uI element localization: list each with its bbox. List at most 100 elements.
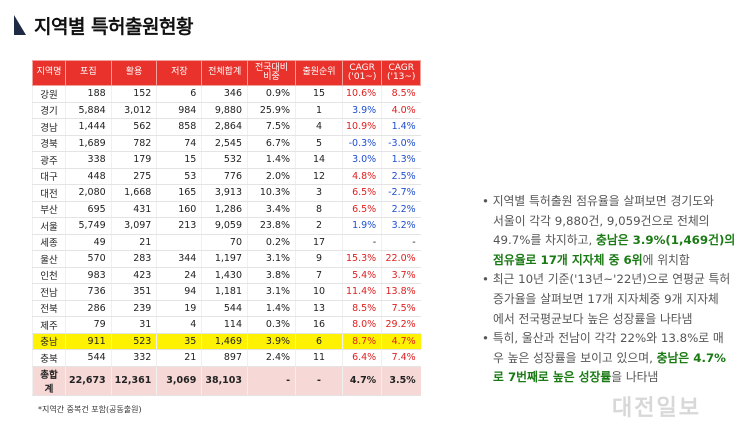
- table-cell: 25.9%: [247, 102, 296, 119]
- table-cell: 21: [110, 234, 157, 251]
- summary-line: 우 높은 성장률을 보이고 있으며, 충남은 4.7%: [482, 349, 745, 369]
- table-cell: 858: [156, 118, 202, 136]
- column-header: 전체합계: [201, 60, 249, 86]
- table-cell: 782: [110, 135, 157, 152]
- body-text: 을 나타냄: [611, 370, 659, 385]
- table-row: 충북 544 332 21 897 2.4% 11 6.4% 7.4%: [32, 349, 421, 367]
- table-cell: 239: [110, 300, 157, 317]
- column-header: CAGR ('01~): [342, 60, 383, 86]
- table-cell: 광주: [32, 151, 66, 169]
- table-cell: 53: [156, 168, 202, 185]
- table-cell: -0.3%: [342, 135, 382, 152]
- table-cell: 8.5%: [342, 300, 382, 317]
- table-cell: 736: [65, 283, 112, 301]
- table-row: 대구 448 275 53 776 2.0% 12 4.8% 2.5%: [32, 168, 421, 185]
- table-cell: 대구: [32, 168, 66, 185]
- table-cell: 5,749: [65, 217, 112, 235]
- table-cell: 423: [110, 267, 157, 284]
- table-cell: 38,103: [201, 365, 248, 396]
- table-cell: -: [381, 234, 421, 251]
- table-cell: 523: [110, 333, 157, 350]
- table-cell: 4.0%: [381, 102, 421, 119]
- highlight-text: 충남은 3.9%(1,469건)의: [596, 233, 736, 248]
- table-cell: 332: [110, 349, 157, 367]
- table-row: 경북 1,689 782 74 2,545 6.7% 5 -0.3% -3.0%: [32, 135, 421, 152]
- table-cell: 21: [156, 349, 202, 367]
- table-cell: 286: [65, 300, 112, 317]
- table-cell: 897: [201, 349, 248, 367]
- table-cell: 3,097: [110, 217, 157, 235]
- table-cell: 총합계: [32, 365, 66, 396]
- table-cell: 충북: [32, 349, 66, 367]
- table-cell: 24: [156, 267, 202, 284]
- table-row: 서울 5,749 3,097 213 9,059 23.8% 2 1.9% 3.2%: [32, 217, 421, 235]
- table-cell: -: [342, 234, 382, 251]
- table-cell: 6.4%: [342, 349, 382, 367]
- column-header: 저장: [156, 60, 203, 86]
- summary-line: 증가율을 살펴보면 17개 지자체중 9개 지자체: [482, 290, 745, 310]
- table-cell: 114: [201, 316, 248, 334]
- table-row: 울산 570 283 344 1,197 3.1% 9 15.3% 22.0%: [32, 250, 421, 268]
- table-cell: 6: [156, 85, 202, 103]
- body-text: • 특히, 울산과 전남이 각각 22%와 13.8%로 매: [482, 331, 724, 346]
- table-row: 경남 1,444 562 858 2,864 7.5% 4 10.9% 1.4%: [32, 118, 421, 136]
- table-cell: 3,913: [201, 184, 248, 202]
- table-cell: 31: [110, 316, 157, 334]
- table-cell: 17: [295, 234, 343, 251]
- table-cell: 0.2%: [247, 234, 296, 251]
- table-cell: 79: [65, 316, 112, 334]
- table-cell: 2,080: [65, 184, 112, 202]
- table-cell: 4.7%: [381, 333, 421, 350]
- column-header: 출원순위: [295, 60, 344, 86]
- table-cell: 2: [295, 217, 343, 235]
- table-cell: 275: [110, 168, 157, 185]
- table-cell: 0.3%: [247, 316, 296, 334]
- table-cell: 695: [65, 201, 112, 218]
- table-cell: 3: [295, 184, 343, 202]
- table-cell: [156, 234, 202, 251]
- table-cell: 19: [156, 300, 202, 317]
- table-cell: 9: [295, 250, 343, 268]
- table-cell: -2.7%: [381, 184, 421, 202]
- table-cell: 22,673: [65, 365, 112, 396]
- table-cell: 8.5%: [381, 85, 421, 103]
- table-cell: 2,864: [201, 118, 248, 136]
- table-cell: 경남: [32, 118, 66, 136]
- total-row: 총합계 22,673 12,361 3,069 38,103- -4.7% 3.5%: [32, 365, 421, 396]
- summary-line: • 특히, 울산과 전남이 각각 22%와 13.8%로 매: [482, 329, 745, 349]
- table-cell: 7.4%: [381, 349, 421, 367]
- summary-line: 에서 전국평균보다 높은 성장률을 나타냄: [482, 310, 745, 330]
- table-cell: 49: [65, 234, 112, 251]
- table-cell: -3.0%: [381, 135, 421, 152]
- body-text: • 지역별 특허출원 점유율을 살펴보면 경기도와: [482, 194, 714, 208]
- table-cell: 3.1%: [247, 283, 296, 301]
- highlight-text: 점유율로 17개 지자체 중 6위: [493, 252, 643, 267]
- table-cell: 10.3%: [247, 184, 296, 202]
- table-cell: 22.0%: [381, 250, 421, 268]
- table-cell: 8.0%: [342, 316, 382, 334]
- table-cell: 1,286: [201, 201, 248, 218]
- table-cell: 경북: [32, 135, 66, 152]
- summary-line: • 지역별 특허출원 점유율을 살펴보면 경기도와: [482, 192, 745, 212]
- highlight-text: 충남은 4.7%: [656, 350, 726, 365]
- table-cell: 8.7%: [342, 333, 382, 350]
- patent-table: 지역명 포집 활용 저장 전체합계 전국대비 비중 출원순위 CAGR ('01~) CAGR ('1…: [32, 60, 422, 396]
- table-cell: 강원: [32, 85, 66, 103]
- table-cell: 10.6%: [342, 85, 382, 103]
- highlight-text: 로 7번째로 높은 성장률: [493, 370, 612, 385]
- table-row: 세종 49 21 70 0.2% 17- -: [32, 234, 421, 251]
- table-cell: 3.8%: [247, 267, 296, 284]
- table-cell: 776: [201, 168, 248, 185]
- column-header: CAGR ('13~): [381, 60, 422, 86]
- table-cell: 532: [201, 151, 248, 169]
- table-cell: 3.9%: [247, 333, 296, 350]
- summary-text: • 지역별 특허출원 점유율을 살펴보면 경기도와 서울이 각각 9,880건, …: [482, 192, 745, 388]
- table-cell: 0.9%: [247, 85, 296, 103]
- table-cell: 1: [295, 102, 343, 119]
- table-cell: 188: [65, 85, 112, 103]
- table-row: 부산 695 431 160 1,286 3.4% 8 6.5% 2.2%: [32, 201, 421, 218]
- table-row: 인천 983 423 24 1,430 3.8% 7 5.4% 3.7%: [32, 267, 421, 284]
- table-row: 전남 736 351 94 1,181 3.1% 10 11.4% 13.8%: [32, 283, 421, 301]
- table-cell: 3,012: [110, 102, 157, 119]
- table-cell: 562: [110, 118, 157, 136]
